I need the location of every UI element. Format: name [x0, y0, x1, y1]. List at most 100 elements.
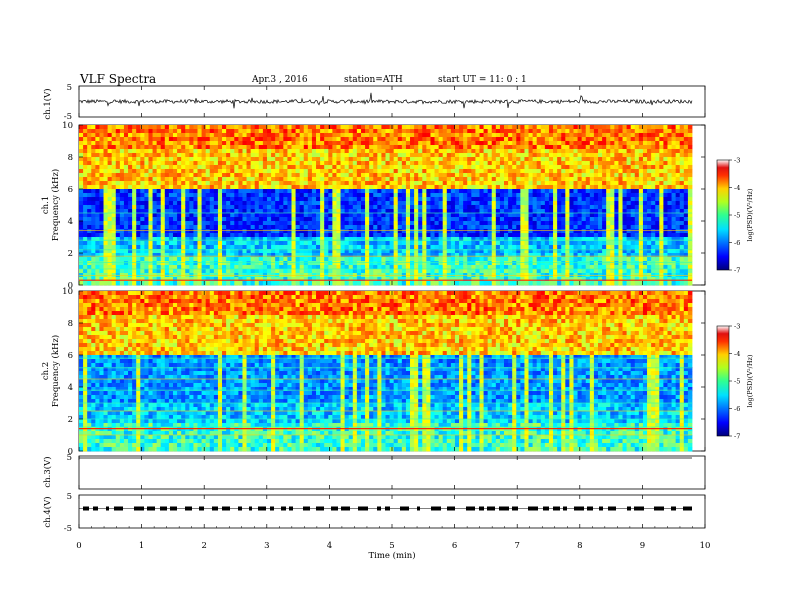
spectrogram-cell	[549, 185, 553, 189]
spectrogram-cell	[116, 245, 120, 249]
spectrogram-cell	[292, 281, 296, 285]
spectrogram-cell	[561, 193, 565, 197]
spectrogram-cell	[336, 161, 340, 165]
spectrogram-cell	[79, 225, 83, 229]
spectrogram-cell	[279, 217, 283, 221]
spectrogram-cell	[345, 169, 349, 173]
spectrogram-cell	[226, 241, 230, 245]
spectrogram-cell	[198, 129, 202, 133]
spectrogram-cell	[112, 173, 116, 177]
spectrogram-cell	[308, 161, 312, 165]
spectrogram-cell	[561, 177, 565, 181]
spectrogram-cell	[218, 269, 222, 273]
spectrogram-cell	[242, 229, 246, 233]
spectrogram-cell	[586, 137, 590, 141]
spectrogram-cell	[300, 233, 304, 237]
spectrogram-cell	[435, 257, 439, 261]
spectrogram-cell	[369, 185, 373, 189]
spectrogram-cell	[336, 245, 340, 249]
spectrogram-cell	[500, 241, 504, 245]
spectrogram-cell	[394, 181, 398, 185]
spectrogram-cell	[173, 221, 177, 225]
spectrogram-cell	[292, 261, 296, 265]
spectrogram-cell	[357, 145, 361, 149]
spectrogram-cell	[524, 281, 528, 285]
spectrogram-cell	[353, 165, 357, 169]
spectrogram-cell	[414, 145, 418, 149]
spectrogram-cell	[181, 129, 185, 133]
spectrogram-cell	[586, 177, 590, 181]
spectrogram-cell	[582, 149, 586, 153]
spectrogram-cell	[251, 125, 255, 129]
spectrogram-cell	[484, 149, 488, 153]
spectrogram-cell	[124, 241, 128, 245]
spectrogram-cell	[181, 201, 185, 205]
spectrogram-cell	[83, 241, 87, 245]
spectrogram-cell	[312, 137, 316, 141]
spectrogram-cell	[112, 165, 116, 169]
spectrogram-cell	[144, 141, 148, 145]
spectrogram-cell	[541, 245, 545, 249]
spectrogram-cell	[95, 153, 99, 157]
spectrogram-cell	[267, 149, 271, 153]
spectrogram-cell	[357, 141, 361, 145]
spectrogram-cell	[320, 213, 324, 217]
spectrogram-cell	[459, 217, 463, 221]
spectrogram-cell	[157, 145, 161, 149]
spectrogram-cell	[120, 241, 124, 245]
spectrogram-cell	[471, 145, 475, 149]
spectrogram-cell	[418, 237, 422, 241]
spectrogram-cell	[275, 253, 279, 257]
spectrogram-cell	[283, 205, 287, 209]
spectrogram-cell	[263, 165, 267, 169]
spectrogram-cell	[247, 233, 251, 237]
spectrogram-cell	[189, 201, 193, 205]
spectrogram-cell	[283, 141, 287, 145]
spectrogram-cell	[83, 281, 87, 285]
spectrogram-cell	[161, 193, 165, 197]
spectrogram-cell	[410, 241, 414, 245]
spectrogram-cell	[426, 181, 430, 185]
spectrogram-cell	[569, 229, 573, 233]
spectrogram-cell	[537, 225, 541, 229]
spectrogram-cell	[140, 193, 144, 197]
spectrogram-cell	[87, 221, 91, 225]
spectrogram-cell	[386, 185, 390, 189]
spectrogram-cell	[189, 149, 193, 153]
spectrogram-cell	[361, 157, 365, 161]
spectrogram-cell	[222, 205, 226, 209]
spectrogram-cell	[381, 157, 385, 161]
spectrogram-cell	[451, 197, 455, 201]
spectrogram-cell	[292, 133, 296, 137]
spectrogram-cell	[553, 229, 557, 233]
spectrogram-cell	[242, 241, 246, 245]
spectrogram-cell	[557, 205, 561, 209]
spectrogram-cell	[447, 233, 451, 237]
spectrogram-cell	[451, 161, 455, 165]
spectrogram-cell	[504, 137, 508, 141]
spectrogram-cell	[561, 185, 565, 189]
spectrogram-cell	[569, 253, 573, 257]
spectrogram-cell	[422, 213, 426, 217]
spectrogram-cell	[402, 233, 406, 237]
spectrogram-cell	[471, 181, 475, 185]
spectrogram-cell	[173, 161, 177, 165]
spectrogram-cell	[230, 173, 234, 177]
spectrogram-cell	[467, 157, 471, 161]
spectrogram-cell	[524, 229, 528, 233]
spectrogram-cell	[79, 205, 83, 209]
spectrogram-cell	[287, 229, 291, 233]
spectrogram-cell	[569, 197, 573, 201]
spectrogram-cell	[484, 181, 488, 185]
spectrogram-cell	[230, 161, 234, 165]
spectrogram-cell	[520, 257, 524, 261]
spectrogram-cell	[394, 193, 398, 197]
spectrogram-cell	[296, 173, 300, 177]
spectrogram-cell	[153, 245, 157, 249]
spectrogram-cell	[422, 141, 426, 145]
spectrogram-cell	[365, 181, 369, 185]
spectrogram-cell	[549, 169, 553, 173]
spectrogram-cell	[459, 165, 463, 169]
spectrogram-cell	[238, 125, 242, 129]
spectrogram-cell	[108, 253, 112, 257]
